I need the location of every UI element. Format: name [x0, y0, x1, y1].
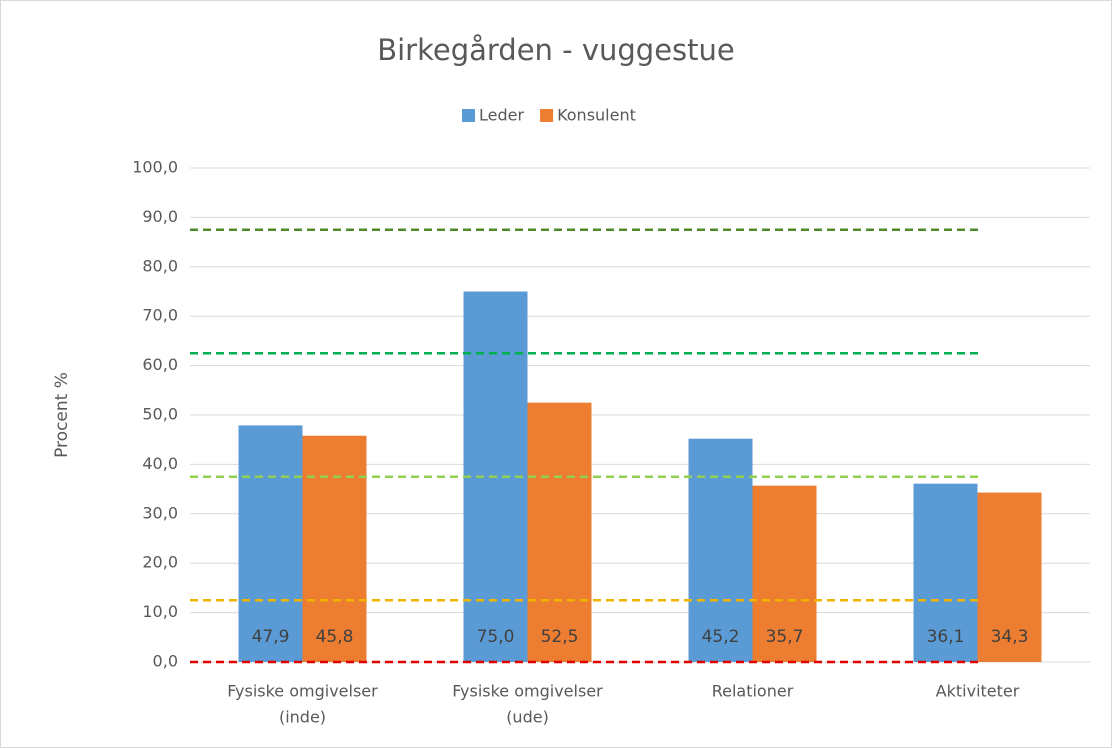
bar — [238, 425, 303, 662]
bar — [302, 435, 367, 662]
y-tick-label: 20,0 — [142, 553, 178, 572]
data-label: 75,0 — [477, 627, 515, 647]
bar — [527, 402, 592, 662]
y-tick-label: 100,0 — [132, 158, 178, 177]
data-label: 35,7 — [766, 627, 804, 647]
y-tick-label: 40,0 — [142, 454, 178, 473]
y-tick-label: 80,0 — [142, 256, 178, 275]
legend-swatch — [462, 109, 475, 122]
legend-swatch — [540, 109, 554, 122]
data-label: 47,9 — [252, 627, 290, 647]
x-tick-label: Fysiske omgivelser — [227, 682, 378, 701]
x-tick-label: Fysiske omgivelser — [452, 682, 603, 701]
y-tick-label: 70,0 — [142, 306, 178, 325]
legend-label: Konsulent — [557, 106, 636, 125]
y-tick-label: 0,0 — [153, 652, 178, 671]
x-tick-label: Relationer — [712, 682, 794, 701]
x-tick-label: Aktiviteter — [936, 682, 1020, 701]
bar — [913, 483, 978, 662]
data-label: 45,2 — [702, 627, 740, 647]
legend-label: Leder — [479, 106, 524, 125]
y-tick-label: 10,0 — [142, 602, 178, 621]
data-label: 52,5 — [541, 627, 579, 647]
y-tick-label: 50,0 — [142, 405, 178, 424]
y-axis-label: Procent % — [52, 372, 72, 458]
bar — [752, 485, 817, 662]
x-tick-label: (ude) — [506, 708, 549, 727]
y-tick-label: 30,0 — [142, 503, 178, 522]
data-label: 36,1 — [927, 627, 965, 647]
y-tick-label: 60,0 — [142, 355, 178, 374]
chart-title: Birkegården - vuggestue — [377, 33, 735, 67]
x-tick-label: (inde) — [279, 708, 326, 727]
y-tick-label: 90,0 — [142, 207, 178, 226]
data-label: 34,3 — [991, 627, 1029, 647]
bar — [977, 492, 1042, 662]
data-label: 45,8 — [316, 627, 354, 647]
